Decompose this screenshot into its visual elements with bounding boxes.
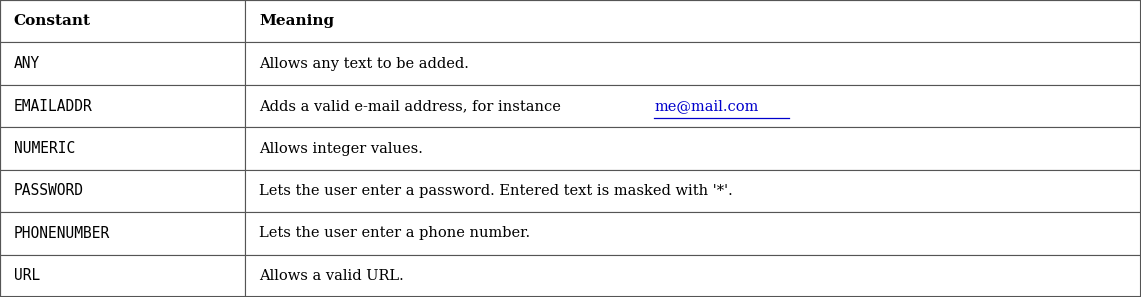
- Bar: [245, 127, 1141, 170]
- Bar: [0, 212, 245, 255]
- Text: Lets the user enter a phone number.: Lets the user enter a phone number.: [259, 226, 531, 240]
- Text: EMAILADDR: EMAILADDR: [14, 99, 92, 113]
- Text: PASSWORD: PASSWORD: [14, 184, 83, 198]
- Text: URL: URL: [14, 268, 40, 283]
- Bar: [0, 42, 245, 85]
- Bar: [245, 0, 1141, 42]
- Text: NUMERIC: NUMERIC: [14, 141, 75, 156]
- Bar: [245, 212, 1141, 255]
- Bar: [0, 255, 245, 297]
- Bar: [245, 42, 1141, 85]
- Text: Adds a valid e-mail address, for instance: Adds a valid e-mail address, for instanc…: [259, 99, 566, 113]
- Bar: [0, 0, 245, 42]
- Text: Allows integer values.: Allows integer values.: [259, 141, 423, 156]
- Bar: [0, 170, 245, 212]
- Bar: [245, 85, 1141, 127]
- Text: Constant: Constant: [14, 14, 90, 28]
- Bar: [245, 170, 1141, 212]
- Text: me@mail.com: me@mail.com: [655, 99, 759, 113]
- Text: Lets the user enter a password. Entered text is masked with '*'.: Lets the user enter a password. Entered …: [259, 184, 733, 198]
- Text: PHONENUMBER: PHONENUMBER: [14, 226, 110, 241]
- Bar: [0, 85, 245, 127]
- Text: Allows any text to be added.: Allows any text to be added.: [259, 57, 469, 71]
- Bar: [245, 255, 1141, 297]
- Text: Allows a valid URL.: Allows a valid URL.: [259, 269, 404, 283]
- Bar: [0, 127, 245, 170]
- Text: Meaning: Meaning: [259, 14, 334, 28]
- Text: ANY: ANY: [14, 56, 40, 71]
